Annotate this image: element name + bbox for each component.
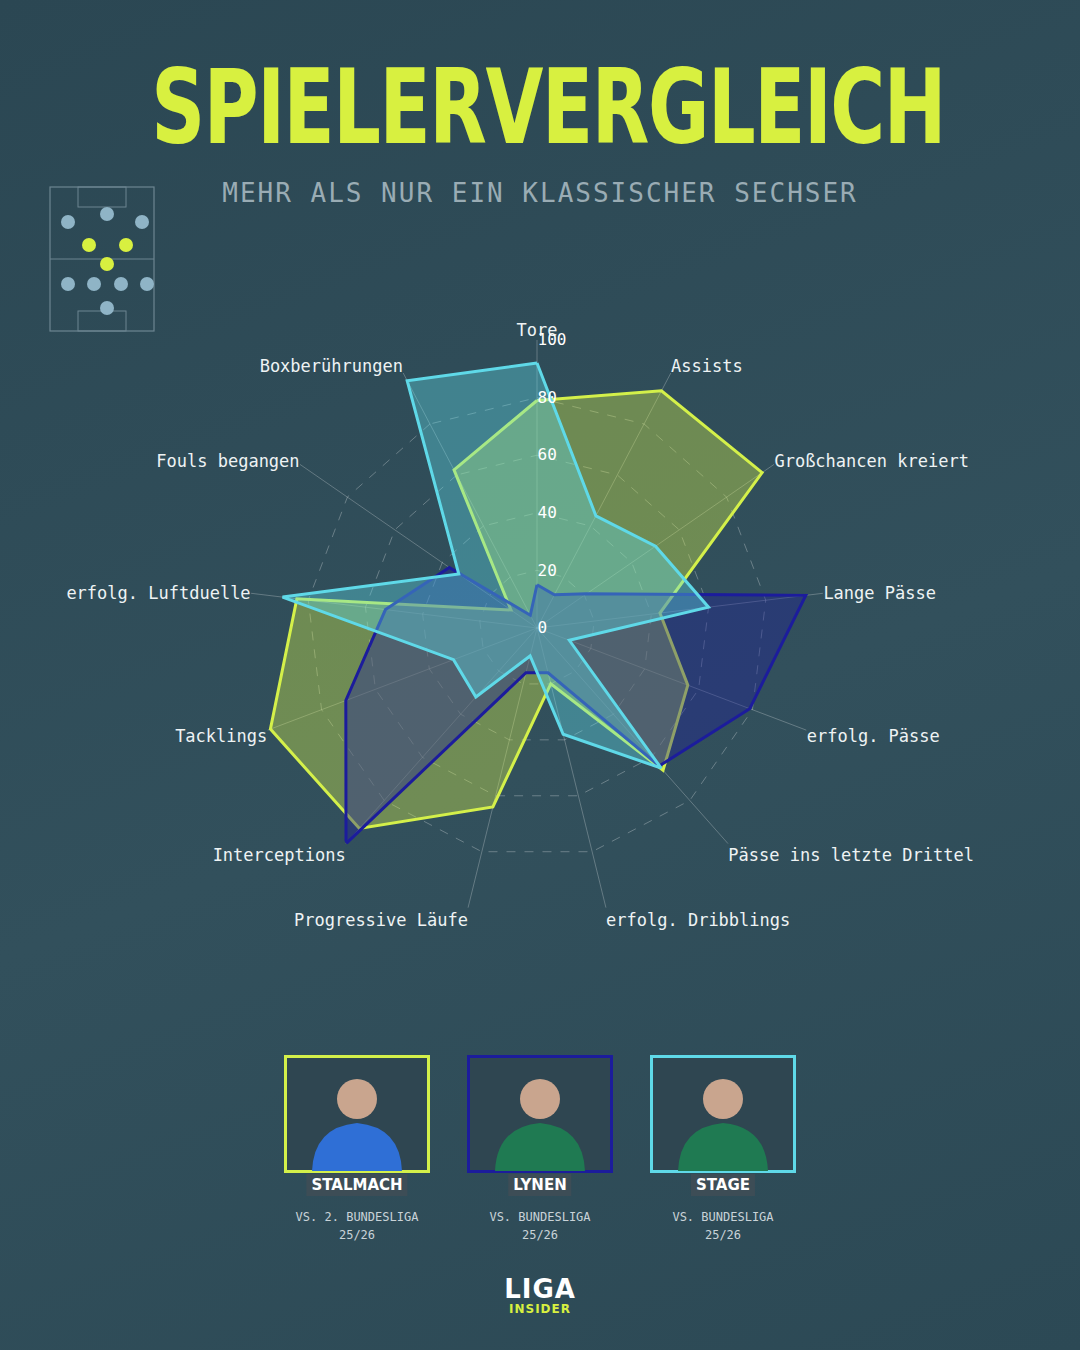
svg-text:Großchancen kreiert: Großchancen kreiert <box>774 451 968 471</box>
html-text:STALMACH: STALMACH <box>311 1176 403 1194</box>
svg-text:Tacklings: Tacklings <box>175 726 267 746</box>
svg-text:Lange Pässe: Lange Pässe <box>823 583 936 603</box>
svg-text:erfolg. Pässe: erfolg. Pässe <box>807 726 940 746</box>
svg-text:0: 0 <box>538 618 548 637</box>
svg-text:erfolg. Luftduelle: erfolg. Luftduelle <box>66 583 250 603</box>
html-text:LYNEN: LYNEN <box>513 1176 567 1194</box>
html-text:25/26: 25/26 <box>521 1228 559 1242</box>
html-text:VS. BUNDESLIGA: VS. BUNDESLIGA <box>672 1210 774 1224</box>
svg-text:80: 80 <box>538 388 557 407</box>
html-text:INSIDER: INSIDER <box>509 1302 571 1316</box>
svg-text:erfolg. Dribblings: erfolg. Dribblings <box>606 910 790 930</box>
html-text:25/26: 25/26 <box>338 1228 376 1242</box>
svg-text:Pässe ins letzte Drittel: Pässe ins letzte Drittel <box>728 845 974 865</box>
html-text:LIGA: LIGA <box>504 1274 576 1304</box>
svg-text:20: 20 <box>538 561 557 580</box>
html-text:STAGE: STAGE <box>696 1176 750 1194</box>
html-text:25/26: 25/26 <box>704 1228 742 1242</box>
html-text:SPIELERVERGLEICH: SPIELERVERGLEICH <box>151 46 946 168</box>
html-text:VS. 2. BUNDESLIGA: VS. 2. BUNDESLIGA <box>295 1210 419 1224</box>
svg-text:Boxberührungen: Boxberührungen <box>260 356 403 376</box>
svg-text:Assists: Assists <box>671 356 743 376</box>
html-text:MEHR ALS NUR EIN KLASSISCHER S: MEHR ALS NUR EIN KLASSISCHER SECHSER <box>222 178 858 208</box>
svg-text:Fouls begangen: Fouls begangen <box>156 451 299 471</box>
svg-text:Progressive Läufe: Progressive Läufe <box>294 910 468 930</box>
svg-text:Interceptions: Interceptions <box>213 845 346 865</box>
html-text:VS. BUNDESLIGA: VS. BUNDESLIGA <box>489 1210 591 1224</box>
svg-text:40: 40 <box>538 503 557 522</box>
svg-text:100: 100 <box>538 330 567 349</box>
svg-text:60: 60 <box>538 445 557 464</box>
svg-text:Tore: Tore <box>517 320 558 340</box>
